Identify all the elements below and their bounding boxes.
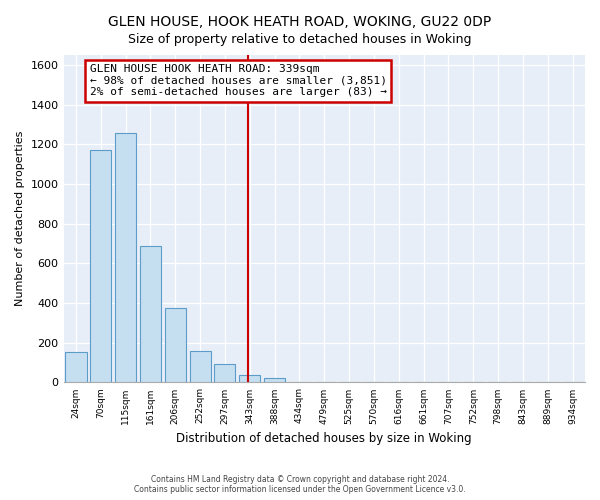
Text: Contains HM Land Registry data © Crown copyright and database right 2024.
Contai: Contains HM Land Registry data © Crown c… bbox=[134, 474, 466, 494]
Bar bbox=[140, 246, 161, 382]
Bar bbox=[239, 376, 260, 382]
X-axis label: Distribution of detached houses by size in Woking: Distribution of detached houses by size … bbox=[176, 432, 472, 445]
Bar bbox=[115, 134, 136, 382]
Bar bbox=[190, 350, 211, 382]
Y-axis label: Number of detached properties: Number of detached properties bbox=[15, 131, 25, 306]
Bar bbox=[264, 378, 285, 382]
Text: Size of property relative to detached houses in Woking: Size of property relative to detached ho… bbox=[128, 32, 472, 46]
Bar bbox=[65, 352, 86, 382]
Text: GLEN HOUSE HOOK HEATH ROAD: 339sqm
← 98% of detached houses are smaller (3,851)
: GLEN HOUSE HOOK HEATH ROAD: 339sqm ← 98%… bbox=[89, 64, 386, 98]
Bar bbox=[214, 364, 235, 382]
Bar bbox=[165, 308, 186, 382]
Bar bbox=[90, 150, 112, 382]
Text: GLEN HOUSE, HOOK HEATH ROAD, WOKING, GU22 0DP: GLEN HOUSE, HOOK HEATH ROAD, WOKING, GU2… bbox=[109, 15, 491, 29]
